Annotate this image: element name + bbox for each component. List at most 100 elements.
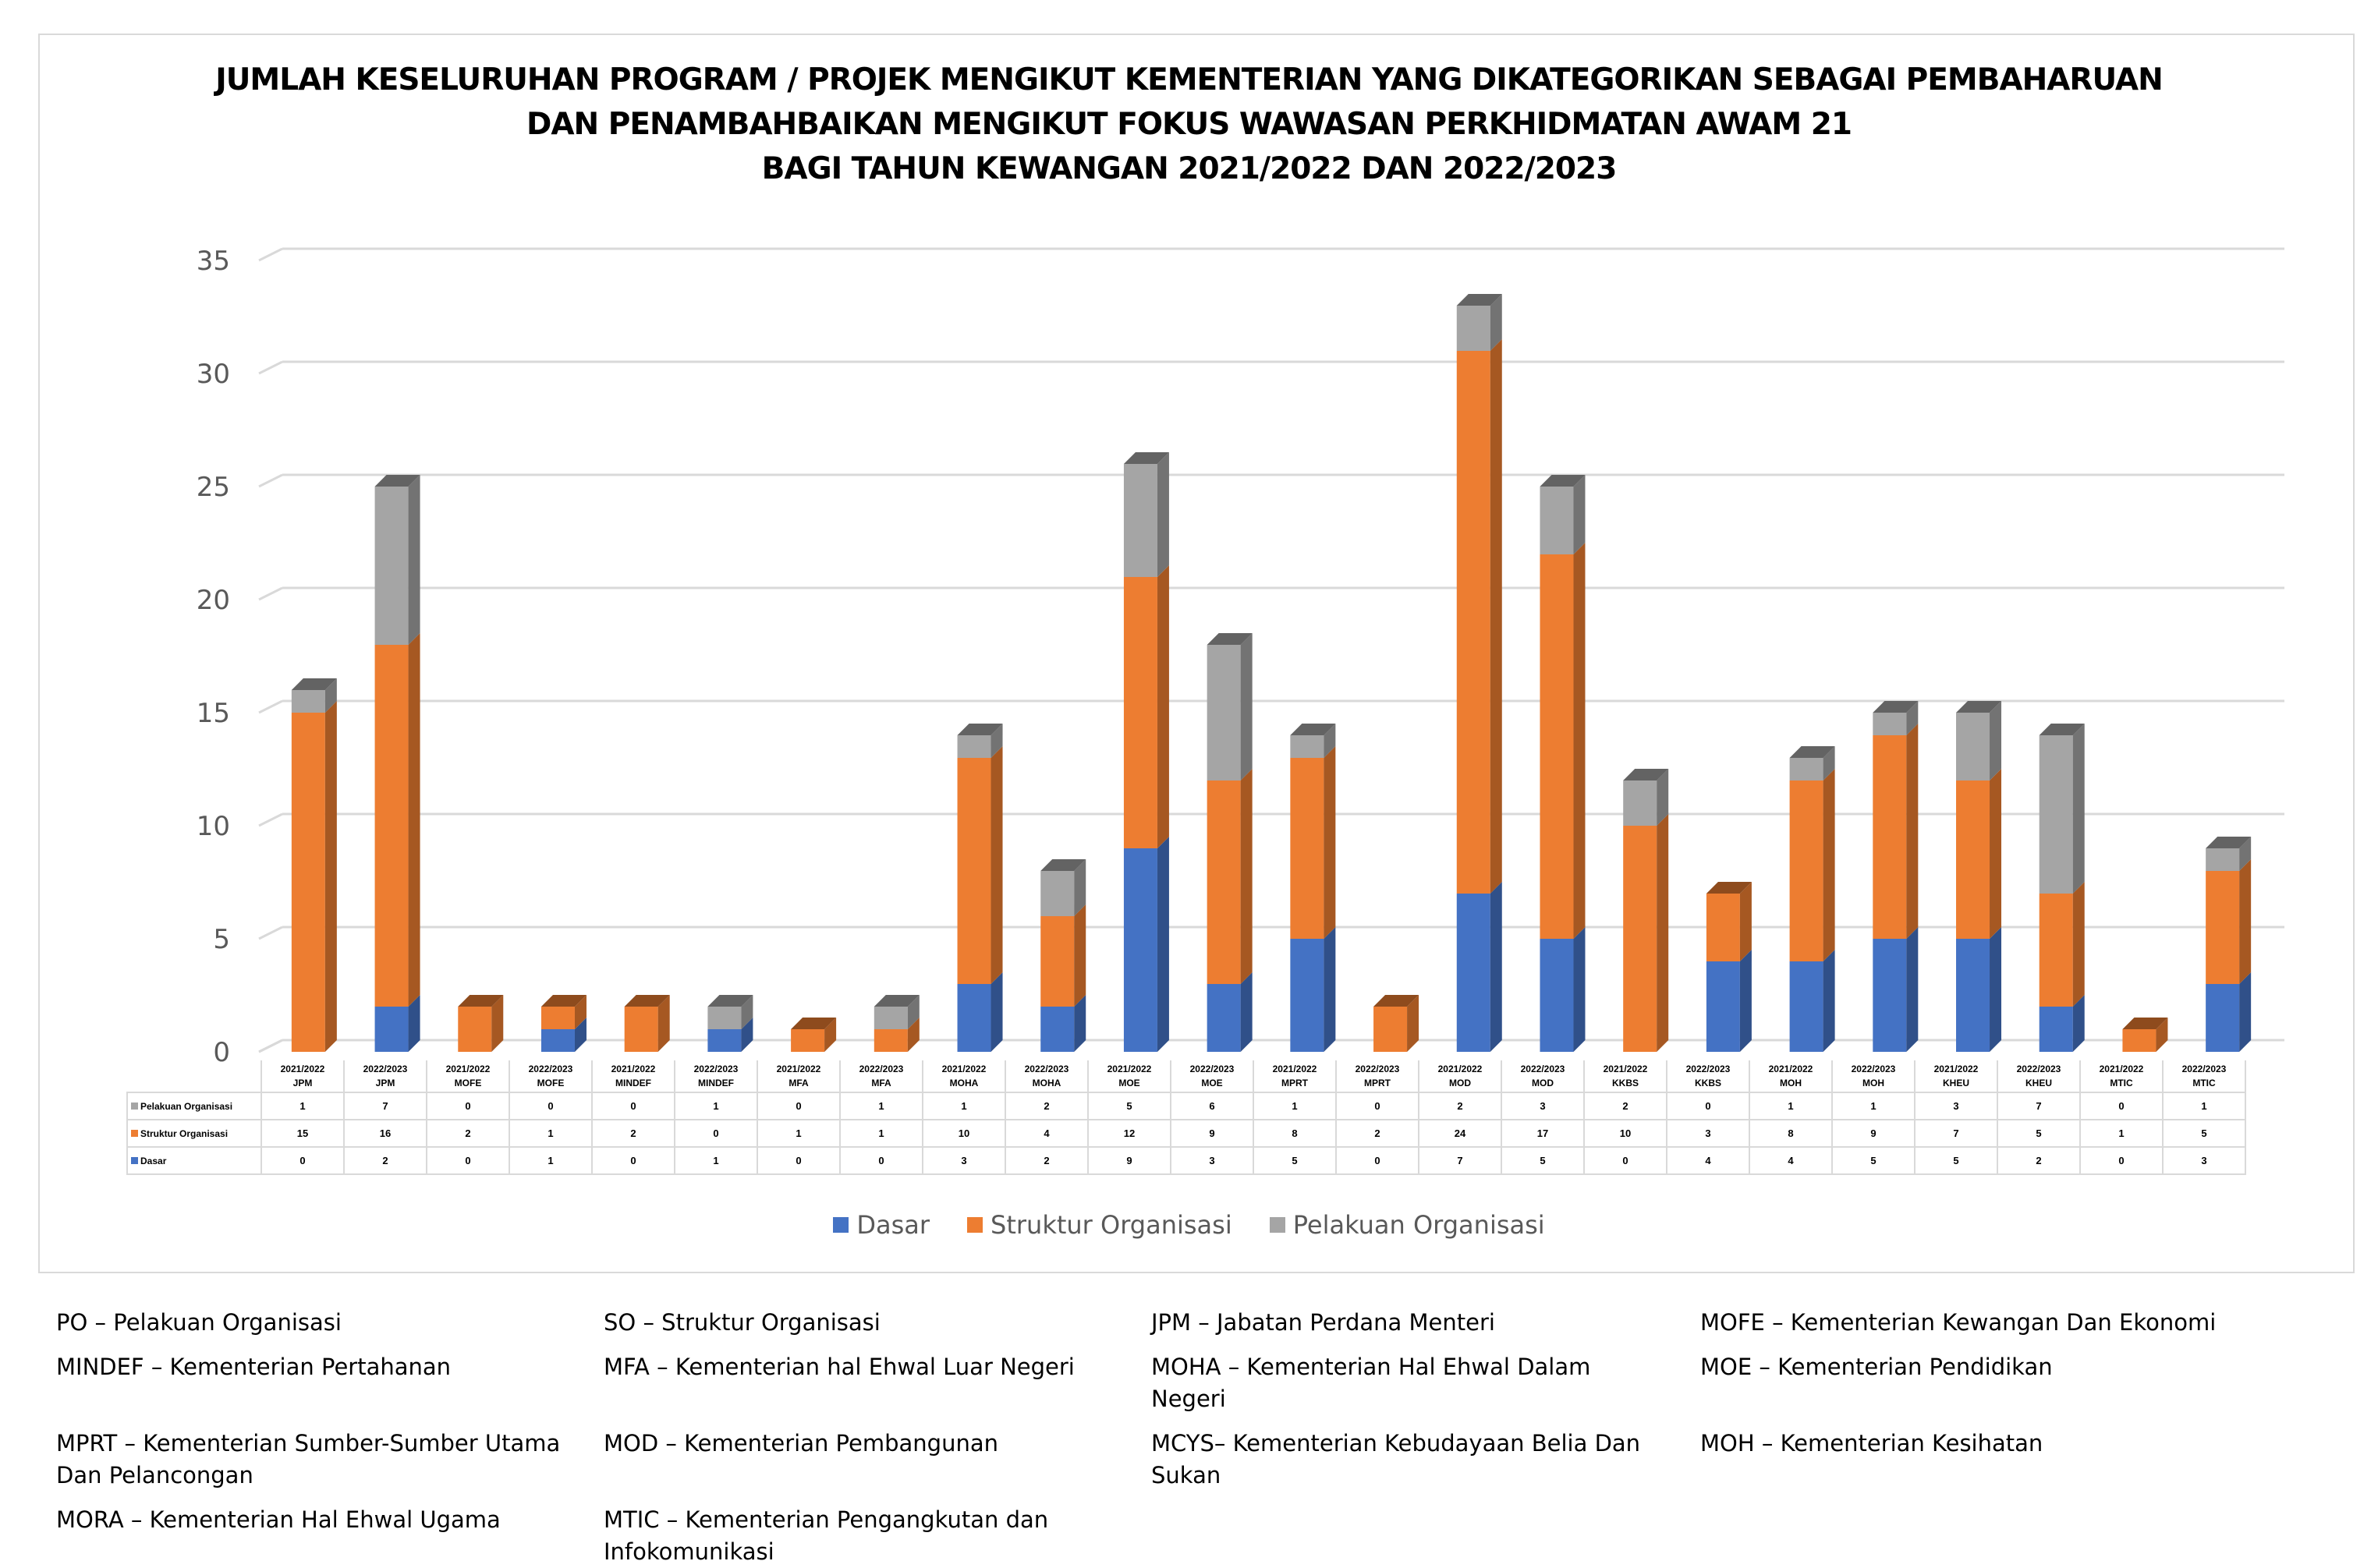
bar-struktur-organisasi <box>540 1007 575 1029</box>
data-label: 8 <box>1253 1119 1337 1148</box>
bar-struktur-organisasi <box>2039 894 2073 1007</box>
data-label: 1 <box>757 1119 841 1148</box>
category-label: 2022/2023 KHEU <box>1997 1060 2081 1093</box>
data-label: 2 <box>343 1146 427 1175</box>
data-label: 7 <box>1997 1092 2081 1120</box>
data-label: 7 <box>343 1092 427 1120</box>
bar-dasar <box>2206 984 2240 1052</box>
bar-side <box>2072 724 2085 894</box>
legend-item: Struktur Organisasi <box>967 1210 1232 1240</box>
bar-struktur-organisasi <box>1789 780 1823 961</box>
bar-side <box>657 995 670 1052</box>
abbreviation-note: MPRT – Kementerian Sumber-Sumber Utama D… <box>56 1430 561 1488</box>
bar-top <box>957 724 1003 735</box>
abbreviation-note: MCYS– Kementerian Kebudayaan Belia Dan S… <box>1151 1430 1641 1488</box>
bar-dasar <box>1956 939 1990 1052</box>
bar-side <box>2072 882 2085 1007</box>
bar-pelakuan-organisasi <box>874 1007 908 1029</box>
y-tick-label: 10 <box>197 811 230 842</box>
bar-side <box>824 1018 837 1052</box>
bar-side <box>1074 904 1086 1007</box>
bar-dasar <box>374 1007 409 1052</box>
bar-top <box>1789 746 1835 758</box>
abbreviation-note: MOH – Kementerian Kesihatan <box>1700 1430 2043 1457</box>
bar-top <box>2122 1018 2168 1029</box>
bar-side <box>1074 995 1086 1052</box>
category-label: 2021/2022 MTIC <box>2079 1060 2164 1093</box>
table-header-row: 2021/2022 JPM 2022/2023 JPM 2021/2022 MOFE 202… <box>127 1060 2246 1093</box>
bar-side <box>408 633 420 1007</box>
bar-struktur-organisasi <box>874 1029 908 1052</box>
data-label: 2 <box>426 1119 510 1148</box>
bar-pelakuan-organisasi <box>957 735 991 758</box>
data-label: 5 <box>2162 1119 2246 1148</box>
row-label: Pelakuan Organisasi <box>126 1092 262 1120</box>
legend-swatch <box>967 1217 983 1233</box>
data-label: 5 <box>1253 1146 1337 1175</box>
bar-side <box>1990 701 2002 780</box>
data-label: 0 <box>591 1146 675 1175</box>
table-corner <box>127 1060 261 1092</box>
bar-pelakuan-organisasi <box>291 690 325 713</box>
data-label: 1 <box>509 1146 593 1175</box>
abbreviation-note: JPM – Jabatan Perdana Menteri <box>1151 1309 1495 1336</box>
bar-side <box>1324 927 1336 1052</box>
data-label: 1 <box>509 1119 593 1148</box>
data-label: 3 <box>2162 1146 2246 1175</box>
bar-top <box>874 995 920 1007</box>
chart-title-line-3: BAGI TAHUN KEWANGAN 2021/2022 DAN 2022/2… <box>761 151 1618 186</box>
data-label: 5 <box>1914 1146 1998 1175</box>
data-label: 3 <box>1914 1092 1998 1120</box>
data-label: 0 <box>2079 1146 2164 1175</box>
data-label: 9 <box>1831 1119 1916 1148</box>
bar-top <box>791 1018 837 1029</box>
bar-side <box>1823 769 1835 961</box>
data-label: 1 <box>2162 1092 2246 1120</box>
bar-top <box>291 678 337 690</box>
series-swatch <box>131 1156 138 1164</box>
bar-top <box>1123 452 1169 464</box>
bar-dasar <box>1040 1007 1075 1052</box>
data-label: 0 <box>1335 1092 1419 1120</box>
data-label: 4 <box>1666 1146 1750 1175</box>
bar-dasar <box>1123 848 1157 1052</box>
bar-pelakuan-organisasi <box>1040 871 1075 916</box>
bar-struktur-organisasi <box>1290 758 1324 939</box>
series-swatch <box>131 1129 138 1137</box>
bar-top <box>1290 724 1336 735</box>
category-label: 2021/2022 MOH <box>1749 1060 1833 1093</box>
bar-dasar <box>2039 1007 2073 1052</box>
data-label: 5 <box>1087 1092 1171 1120</box>
bar-side <box>2239 972 2252 1052</box>
bar-top <box>374 475 420 487</box>
stacked-bar-chart: 0 5 10 15 20 25 30 35 <box>197 246 2284 1068</box>
bar-side <box>1490 882 1502 1052</box>
data-label: 3 <box>1170 1146 1254 1175</box>
bar-side <box>1240 633 1253 780</box>
bar-side <box>1739 950 1752 1052</box>
bar-side <box>1573 543 1586 939</box>
category-label: 2022/2023 MOH <box>1831 1060 1916 1093</box>
bar-pelakuan-organisasi <box>2206 848 2240 871</box>
gridline-depth <box>258 473 283 488</box>
y-tick-label: 35 <box>197 246 230 277</box>
chart-frame <box>38 34 2355 1273</box>
category-label: 2022/2023 KKBS <box>1666 1060 1750 1093</box>
bar-top <box>1540 475 1586 487</box>
category-label: 2021/2022 MOHA <box>922 1060 1006 1093</box>
abbreviation-note: MOE – Kementerian Pendidikan <box>1700 1354 2053 1380</box>
bar-side <box>1823 746 1835 780</box>
data-label: 4 <box>1749 1146 1833 1175</box>
bar-top <box>1207 633 1253 645</box>
bar-top <box>1040 859 1086 871</box>
category-label: 2022/2023 MINDEF <box>674 1060 758 1093</box>
data-label: 0 <box>1583 1146 1667 1175</box>
category-label: 2022/2023 MTIC <box>2162 1060 2246 1093</box>
data-label: 1 <box>674 1146 758 1175</box>
bar-struktur-organisasi <box>1456 351 1490 894</box>
bar-side <box>574 995 587 1029</box>
bar-struktur-organisasi <box>791 1029 825 1052</box>
bar-side <box>2156 1018 2168 1052</box>
bar-struktur-organisasi <box>1123 577 1157 848</box>
data-label: 1 <box>922 1092 1006 1120</box>
